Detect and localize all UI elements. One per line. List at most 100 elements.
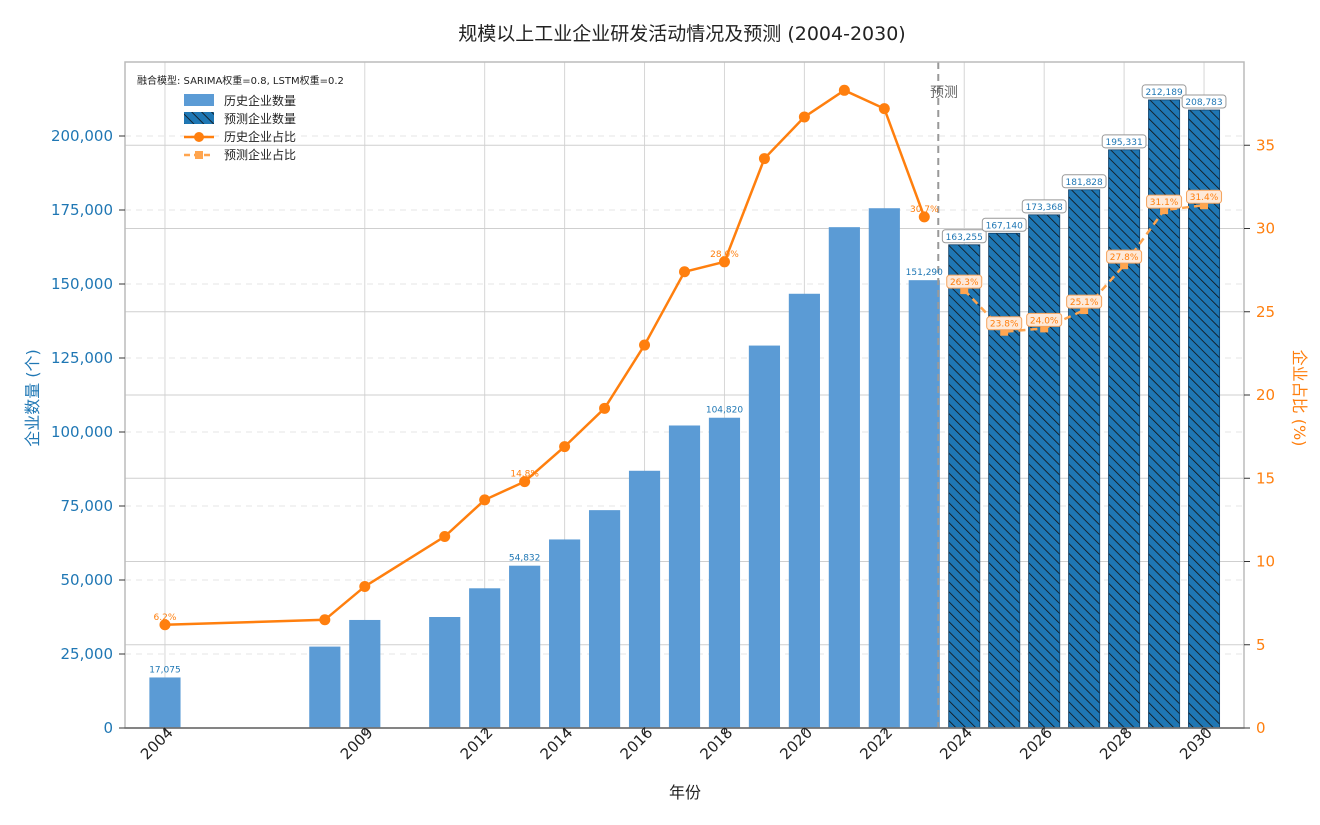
y-tick-label: 50,000 xyxy=(61,571,114,589)
bar-forecast xyxy=(1108,149,1141,729)
y2-tick-label: 5 xyxy=(1256,636,1266,654)
bar-forecast xyxy=(1188,109,1221,729)
bars xyxy=(149,99,1221,729)
y2-tick-label: 35 xyxy=(1256,136,1275,154)
bar-historical xyxy=(469,588,501,728)
y-tick-label: 0 xyxy=(103,719,113,737)
x-tick-label: 2030 xyxy=(1176,724,1216,764)
point-forecast xyxy=(1200,201,1209,210)
bar-data-label: 208,783 xyxy=(1185,98,1222,108)
bar-data-label: 151,290 xyxy=(906,268,943,278)
legend: 融合模型: SARIMA权重=0.8, LSTM权重=0.2 历史企业数量预测企… xyxy=(137,74,344,162)
y-tick-label: 200,000 xyxy=(51,127,113,145)
bar-forecast xyxy=(988,232,1021,729)
bar-historical xyxy=(349,619,381,728)
point-historical xyxy=(639,339,651,351)
point-forecast xyxy=(1120,261,1129,270)
pct-data-label: 6.2% xyxy=(154,613,177,623)
bar-historical xyxy=(788,293,820,728)
y-tick-label: 75,000 xyxy=(61,497,114,515)
bar-forecast xyxy=(948,244,981,729)
x-tick-label: 2022 xyxy=(856,724,896,764)
x-tick-label: 2020 xyxy=(776,724,816,764)
y2-tick-label: 15 xyxy=(1256,469,1275,487)
bar-label-box xyxy=(1141,84,1187,99)
forecast-label: 预测 xyxy=(930,85,958,101)
pct-data-label: 31.4% xyxy=(1190,193,1219,203)
bar-historical xyxy=(429,617,461,728)
bar-historical xyxy=(828,227,860,728)
point-historical xyxy=(918,211,930,223)
bar-data-label: 17,075 xyxy=(149,665,181,675)
bar-historical xyxy=(908,280,940,728)
legend-label: 预测企业占比 xyxy=(224,147,296,162)
bar-data-label: 212,189 xyxy=(1145,88,1182,98)
pct-data-label: 31.1% xyxy=(1150,198,1179,208)
pct-label-box xyxy=(1146,194,1183,209)
bar-label-box xyxy=(1181,94,1227,109)
bar-historical xyxy=(668,425,701,728)
x-axis-title: 年份 xyxy=(669,783,701,802)
pct-label-box xyxy=(946,274,983,289)
legend-label: 预测企业数量 xyxy=(224,111,296,126)
y2-tick-label: 10 xyxy=(1256,553,1275,571)
pct-label-box xyxy=(986,316,1023,331)
point-forecast xyxy=(1080,306,1089,315)
bar-label-box xyxy=(981,217,1027,232)
bar-data-label: 167,140 xyxy=(986,221,1023,231)
bar-historical xyxy=(549,539,581,728)
y-tick-label: 100,000 xyxy=(51,423,113,441)
legend-marker xyxy=(194,132,204,142)
point-historical xyxy=(319,614,331,626)
pct-data-label: 28.0% xyxy=(710,250,739,260)
pct-label-box xyxy=(1066,294,1103,309)
legend-label: 历史企业数量 xyxy=(224,93,296,108)
bar-historical xyxy=(588,510,621,728)
bar-data-label: 195,331 xyxy=(1105,138,1142,148)
point-forecast xyxy=(1000,327,1009,336)
line-historical xyxy=(164,88,926,627)
point-historical xyxy=(679,266,690,278)
x-tick-label: 2018 xyxy=(696,724,736,764)
pct-label-box xyxy=(1186,189,1223,204)
pct-data-label: 24.0% xyxy=(1030,316,1059,326)
point-historical xyxy=(878,103,890,115)
y-tick-label: 25,000 xyxy=(61,645,114,663)
legend-marker xyxy=(195,151,203,159)
pct-data-label: 27.8% xyxy=(1110,253,1139,263)
point-historical xyxy=(479,494,491,506)
point-historical xyxy=(159,619,171,631)
data-labels: 17,075 54,832 104,820 151,290 163,255167,140… xyxy=(149,84,1227,675)
pct-data-label: 14.8% xyxy=(510,470,539,480)
x-tick-label: 2016 xyxy=(617,724,657,764)
pct-data-label: 26.3% xyxy=(950,278,979,288)
bar-historical xyxy=(748,345,781,728)
x-tick-label: 2009 xyxy=(337,724,377,764)
bar-data-label: 54,832 xyxy=(509,554,541,564)
y-tick-label: 150,000 xyxy=(51,275,113,293)
chart-title: 规模以上工业企业研发活动情况及预测 (2004-2030) xyxy=(458,23,905,45)
point-historical xyxy=(758,153,770,165)
bar-data-label: 104,820 xyxy=(706,406,743,416)
x-tick-label: 2014 xyxy=(537,724,577,764)
bar-label-box xyxy=(1061,174,1107,189)
x-tick-label: 2012 xyxy=(457,724,497,764)
x-tick-label: 2004 xyxy=(137,724,177,764)
bar-label-box xyxy=(1101,134,1147,149)
model-note: 融合模型: SARIMA权重=0.8, LSTM权重=0.2 xyxy=(137,74,344,87)
point-historical xyxy=(559,441,571,453)
pct-label-box xyxy=(1026,312,1063,327)
bar-label-box xyxy=(1021,199,1067,214)
point-historical xyxy=(439,531,451,543)
bar-historical xyxy=(309,646,341,728)
pct-label-box xyxy=(1106,249,1143,264)
bar-forecast xyxy=(1028,214,1061,729)
y2-axis-title: 企业占比 (%) xyxy=(1290,350,1309,447)
bar-historical xyxy=(628,470,661,728)
point-forecast xyxy=(960,286,969,295)
bar-historical xyxy=(708,417,741,728)
x-tick-label: 2026 xyxy=(1016,724,1056,764)
legend-swatch xyxy=(184,94,214,106)
bar-data-label: 173,368 xyxy=(1026,203,1063,213)
point-historical xyxy=(718,256,730,268)
